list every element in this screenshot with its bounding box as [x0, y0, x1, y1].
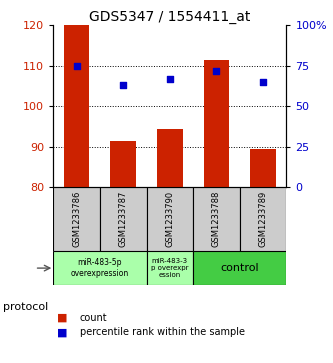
Point: [121, 82, 126, 88]
Text: protocol: protocol: [3, 302, 49, 312]
Text: GSM1233790: GSM1233790: [165, 191, 174, 247]
Bar: [64, 25, 89, 187]
Point: [260, 79, 266, 85]
Text: GSM1233789: GSM1233789: [258, 191, 268, 247]
Text: count: count: [80, 313, 108, 323]
Point: [74, 63, 79, 69]
Point: [167, 76, 172, 82]
Bar: [147, 251, 193, 285]
Text: percentile rank within the sample: percentile rank within the sample: [80, 327, 245, 337]
Bar: [250, 149, 276, 187]
Text: GSM1233787: GSM1233787: [119, 191, 128, 248]
Text: miR-483-3
p overexpr
ession: miR-483-3 p overexpr ession: [151, 258, 188, 278]
Bar: [53, 187, 100, 251]
Bar: [100, 187, 147, 251]
Text: miR-483-5p
overexpression: miR-483-5p overexpression: [71, 258, 129, 278]
Bar: [193, 187, 240, 251]
Bar: [157, 129, 183, 187]
Text: ■: ■: [57, 313, 67, 323]
Text: control: control: [220, 263, 259, 273]
Point: [214, 68, 219, 74]
Bar: [111, 141, 136, 187]
Bar: [147, 187, 193, 251]
Text: ■: ■: [57, 327, 67, 337]
Bar: [204, 60, 229, 187]
Text: GSM1233788: GSM1233788: [212, 191, 221, 248]
Text: GSM1233786: GSM1233786: [72, 191, 81, 248]
Title: GDS5347 / 1554411_at: GDS5347 / 1554411_at: [89, 11, 250, 24]
Bar: [53, 251, 147, 285]
Bar: [193, 251, 286, 285]
Bar: [240, 187, 286, 251]
